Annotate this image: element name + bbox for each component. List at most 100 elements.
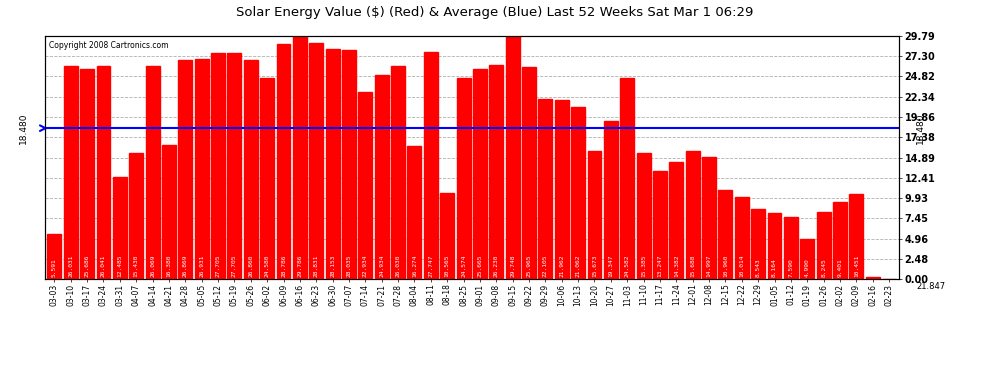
Bar xyxy=(637,153,650,279)
Text: 5.591: 5.591 xyxy=(51,258,56,277)
Text: 14.997: 14.997 xyxy=(707,254,712,277)
Bar xyxy=(408,146,422,279)
Bar xyxy=(554,100,568,279)
Text: 18.480: 18.480 xyxy=(19,112,28,144)
Text: 26.041: 26.041 xyxy=(101,254,106,277)
Text: 9.401: 9.401 xyxy=(838,258,842,277)
Text: 28.153: 28.153 xyxy=(330,254,335,277)
Text: 29.748: 29.748 xyxy=(510,254,515,277)
Text: 18.480: 18.480 xyxy=(916,112,925,144)
Bar xyxy=(162,146,176,279)
Bar xyxy=(80,69,94,279)
Text: 15.673: 15.673 xyxy=(592,254,597,277)
Bar xyxy=(391,66,405,279)
Bar xyxy=(211,53,225,279)
Bar xyxy=(866,277,880,279)
Bar xyxy=(456,78,470,279)
Bar xyxy=(767,213,781,279)
Text: Solar Energy Value ($) (Red) & Average (Blue) Last 52 Weeks Sat Mar 1 06:29: Solar Energy Value ($) (Red) & Average (… xyxy=(237,6,753,19)
Bar xyxy=(751,210,765,279)
Text: 28.786: 28.786 xyxy=(281,254,286,277)
Bar xyxy=(195,59,209,279)
Bar xyxy=(539,99,552,279)
Text: 29.786: 29.786 xyxy=(297,254,302,277)
Bar xyxy=(489,65,503,279)
Bar xyxy=(342,50,356,279)
Bar xyxy=(244,60,257,279)
Text: 14.382: 14.382 xyxy=(674,254,679,277)
Text: 8.245: 8.245 xyxy=(821,258,826,277)
Text: 26.069: 26.069 xyxy=(150,254,155,277)
Bar xyxy=(587,151,602,279)
Text: 15.688: 15.688 xyxy=(690,254,695,277)
Bar xyxy=(228,53,242,279)
Text: 26.931: 26.931 xyxy=(199,254,204,277)
Text: 8.164: 8.164 xyxy=(772,258,777,277)
Text: 25.686: 25.686 xyxy=(84,254,90,277)
Text: 21.962: 21.962 xyxy=(559,254,564,277)
Bar xyxy=(735,198,748,279)
Text: Copyright 2008 Cartronics.com: Copyright 2008 Cartronics.com xyxy=(49,40,168,50)
Bar xyxy=(817,212,831,279)
Bar xyxy=(473,69,487,279)
Text: 22.934: 22.934 xyxy=(363,254,368,277)
Text: 25.665: 25.665 xyxy=(477,254,482,277)
Bar xyxy=(669,162,683,279)
Text: 21.062: 21.062 xyxy=(575,254,580,277)
Bar xyxy=(571,107,585,279)
Text: 24.574: 24.574 xyxy=(461,254,466,277)
Text: 21.847: 21.847 xyxy=(916,282,945,291)
Bar xyxy=(800,238,814,279)
Bar xyxy=(276,44,290,279)
Text: 4.990: 4.990 xyxy=(805,258,810,277)
Bar xyxy=(48,234,61,279)
Text: 13.247: 13.247 xyxy=(657,254,662,277)
Text: 10.960: 10.960 xyxy=(723,254,728,277)
Bar xyxy=(506,36,520,279)
Text: 25.965: 25.965 xyxy=(527,254,532,277)
Text: 12.485: 12.485 xyxy=(118,254,123,277)
Bar xyxy=(719,190,733,279)
Bar xyxy=(293,36,307,279)
Text: 26.230: 26.230 xyxy=(494,254,499,277)
Bar xyxy=(522,67,536,279)
Bar xyxy=(441,193,454,279)
Bar xyxy=(63,66,77,279)
Text: 16.380: 16.380 xyxy=(166,254,171,277)
Bar xyxy=(784,217,798,279)
Text: 24.934: 24.934 xyxy=(379,254,384,277)
Text: 10.014: 10.014 xyxy=(740,254,744,277)
Bar xyxy=(375,75,389,279)
Bar xyxy=(358,92,372,279)
Bar xyxy=(96,66,111,279)
Bar xyxy=(309,44,323,279)
Text: 28.035: 28.035 xyxy=(346,254,351,277)
Bar xyxy=(653,171,667,279)
Text: 27.705: 27.705 xyxy=(232,254,237,277)
Text: 27.747: 27.747 xyxy=(429,254,434,277)
Text: 26.869: 26.869 xyxy=(183,254,188,277)
Text: 22.105: 22.105 xyxy=(543,254,547,277)
Bar xyxy=(424,53,438,279)
Bar xyxy=(833,202,847,279)
Text: 8.543: 8.543 xyxy=(755,258,760,277)
Bar xyxy=(326,49,340,279)
Text: 26.030: 26.030 xyxy=(396,254,401,277)
Text: 15.385: 15.385 xyxy=(642,254,646,277)
Text: 10.565: 10.565 xyxy=(445,254,449,277)
Bar xyxy=(178,60,192,279)
Text: 24.580: 24.580 xyxy=(264,254,269,277)
Text: 7.590: 7.590 xyxy=(788,258,793,277)
Text: 26.860: 26.860 xyxy=(248,254,253,277)
Bar xyxy=(604,121,618,279)
Text: 26.031: 26.031 xyxy=(68,254,73,277)
Text: 19.347: 19.347 xyxy=(609,254,614,277)
Bar xyxy=(146,66,159,279)
Text: 16.274: 16.274 xyxy=(412,254,417,277)
Bar xyxy=(849,194,863,279)
Text: 27.705: 27.705 xyxy=(216,254,221,277)
Bar xyxy=(113,177,127,279)
Bar xyxy=(260,78,274,279)
Text: 10.451: 10.451 xyxy=(853,254,859,277)
Bar xyxy=(686,151,700,279)
